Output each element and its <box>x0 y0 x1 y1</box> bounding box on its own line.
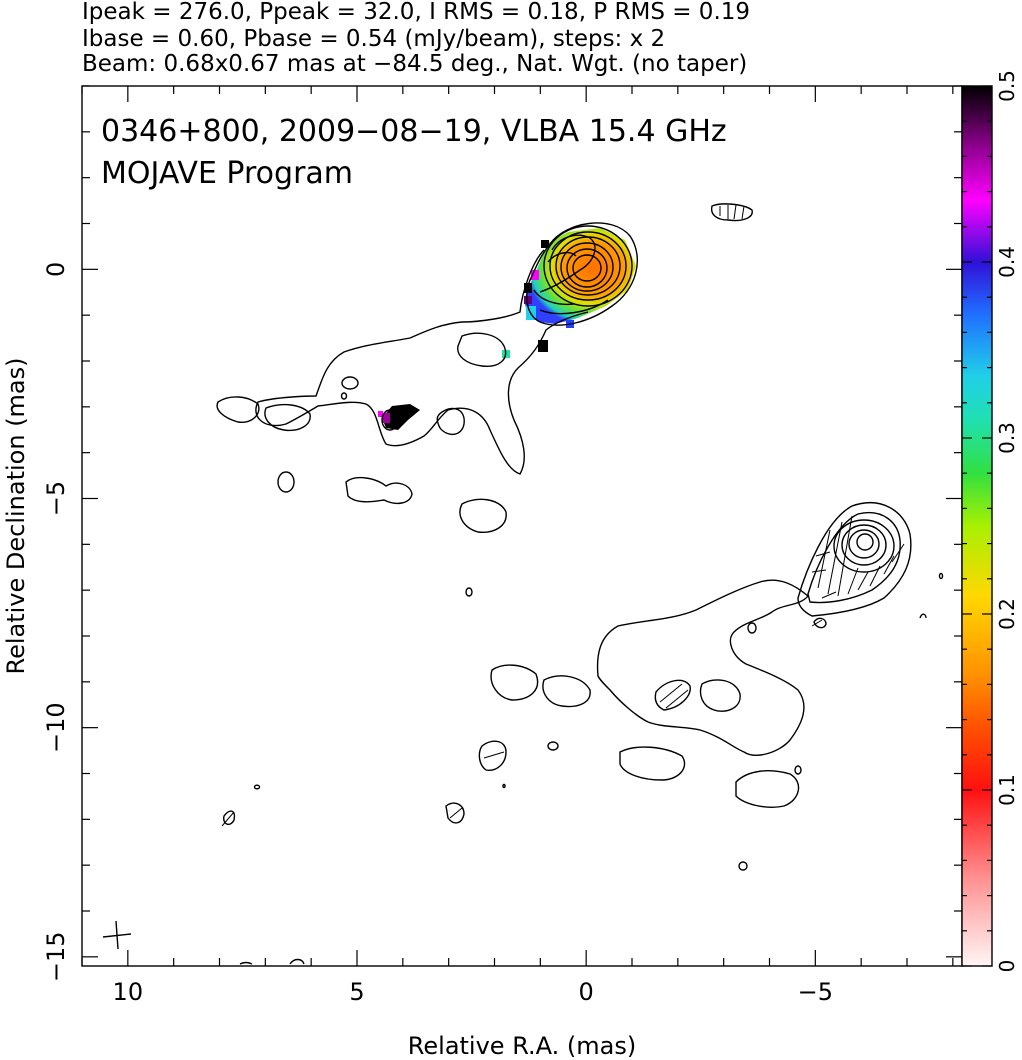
y-tick-label: −15 <box>42 932 70 983</box>
y-tick-labels: 0 −5 −10 −15 <box>42 262 70 982</box>
x-tick-label: 5 <box>349 978 364 1006</box>
x-tick-labels: 10 5 0 −5 <box>113 978 833 1006</box>
colorbar-tick-label: 0.5 <box>995 70 1019 102</box>
header-line-3: Beam: 0.68x0.67 mas at −84.5 deg., Nat. … <box>82 51 748 77</box>
colorbar-tick-label: 0.3 <box>995 422 1019 454</box>
header-line-1: Ipeak = 276.0, Ppeak = 32.0, I RMS = 0.1… <box>82 0 751 25</box>
intensity-contours <box>216 203 944 965</box>
x-axis-label: Relative R.A. (mas) <box>408 1032 636 1060</box>
x-tick-label: 0 <box>579 978 594 1006</box>
x-tick-label: −5 <box>798 978 833 1006</box>
colorbar-tick-label: 0.4 <box>995 246 1019 278</box>
colorbar-frame <box>961 85 993 967</box>
axis-ticks <box>81 85 962 966</box>
colorbar-tick-label: 0 <box>995 960 1019 973</box>
program-annotation: MOJAVE Program <box>101 156 353 191</box>
header-line-2: Ibase = 0.60, Pbase = 0.54 (mJy/beam), s… <box>82 26 666 52</box>
colorbar-ticks <box>962 85 992 967</box>
x-tick-label: 10 <box>113 978 144 1006</box>
source-annotation: 0346+800, 2009−08−19, VLBA 15.4 GHz <box>101 114 727 149</box>
map-content <box>102 203 944 965</box>
colorbar <box>962 86 992 966</box>
y-axis-label: Relative Declination (mas) <box>2 357 30 674</box>
plot-frame <box>81 85 963 967</box>
y-tick-label: −10 <box>42 702 70 753</box>
colorbar-tick-label: 0.2 <box>995 598 1019 630</box>
y-tick-label: −5 <box>42 481 70 516</box>
y-tick-label: 0 <box>42 262 70 277</box>
colorbar-tick-label: 0.1 <box>995 774 1019 806</box>
colorbar-tick-labels: 0 0.1 0.2 0.3 0.4 0.5 <box>995 70 1019 972</box>
beam-symbol <box>102 920 132 950</box>
